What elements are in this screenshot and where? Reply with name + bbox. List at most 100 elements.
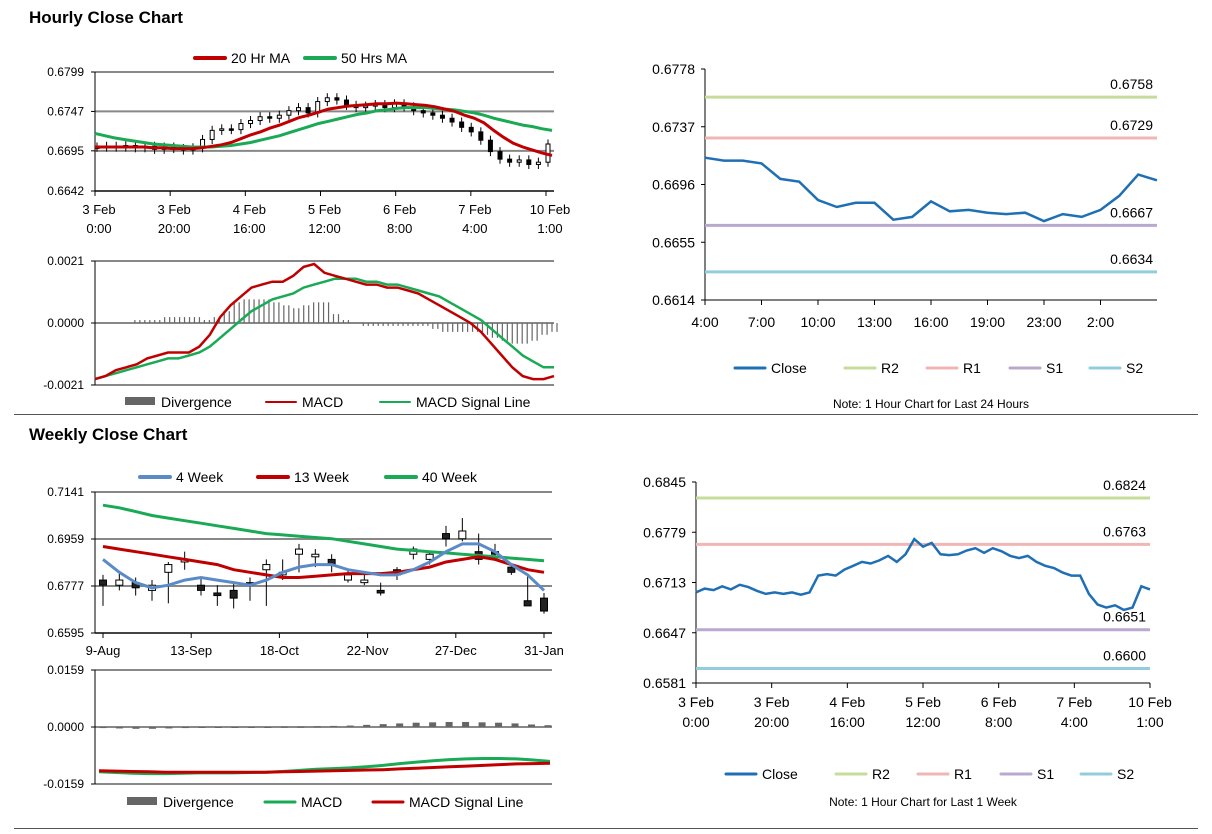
- hourly-24h-xtick-label: 10:00: [800, 314, 835, 330]
- hourly-24h-xtick-label: 7:00: [748, 314, 775, 330]
- hourly-24h-xtick-label: 23:00: [1026, 314, 1061, 330]
- weekly-ma4-line: [102, 542, 546, 592]
- weekly-price-xtick-label: 9-Aug: [86, 643, 121, 658]
- hourly-24h-ytick-label: 0.6778: [652, 61, 695, 77]
- weekly-1w-xtick-label: 1:00: [1136, 714, 1163, 730]
- weekly-macd-divergence-bar: [528, 724, 536, 727]
- hourly-candle-body: [487, 139, 493, 153]
- weekly-candle-body: [99, 579, 107, 586]
- hourly-24h-level-label-r1: 0.6729: [1110, 117, 1153, 133]
- weekly-price-ytick-label: 0.6777: [47, 579, 84, 593]
- hourly-candle-body: [439, 114, 445, 119]
- hourly-candle-body: [228, 128, 234, 131]
- weekly-candle-body: [523, 600, 532, 607]
- hourly-24h-level-label-s1: 0.6667: [1110, 204, 1153, 220]
- hourly-24h-close-line: [704, 156, 1158, 223]
- weekly-price-xtick-label: 22-Nov: [347, 643, 389, 658]
- weekly-1w-xtick-label: 16:00: [830, 714, 865, 730]
- weekly-candle-body: [164, 564, 173, 573]
- hourly-price-xtick-label: 6 Feb: [383, 202, 416, 217]
- legend-hourly-divergence-label: Divergence: [161, 394, 232, 410]
- legend-4-week-label: 4 Week: [176, 469, 224, 485]
- weekly-macd-divergence-bar: [313, 726, 321, 728]
- weekly-macd-divergence-bar: [396, 723, 404, 727]
- hourly-candle-body: [248, 120, 254, 125]
- weekly-candle-body: [197, 584, 205, 591]
- weekly-macd-divergence-bar: [214, 727, 222, 728]
- weekly-1w-close-line: [695, 537, 1151, 612]
- hourly-candle-body: [420, 110, 426, 114]
- hourly-24h-ytick-label: 0.6614: [652, 292, 695, 308]
- weekly-1w-legend-close-label: Close: [762, 766, 798, 782]
- hourly-candle-body: [286, 110, 292, 116]
- weekly-macd-divergence-bar: [181, 727, 189, 729]
- hourly-candle-body: [276, 114, 282, 119]
- hourly-price-xtick-label: 3 Feb: [158, 202, 191, 217]
- hourly-candle-body: [459, 121, 465, 128]
- weekly-price-xtick-label: 27-Dec: [435, 643, 477, 658]
- weekly-section-title: Weekly Close Chart: [29, 425, 188, 444]
- weekly-1w-legend-s2-label: S2: [1117, 766, 1134, 782]
- weekly-candle-body: [229, 589, 238, 599]
- weekly-1w-xtick-label: 4:00: [1061, 714, 1088, 730]
- legend-hourly-signal-label: MACD Signal Line: [416, 394, 531, 410]
- hourly-candle-body: [468, 126, 474, 133]
- weekly-macd-divergence-bar: [231, 727, 239, 728]
- hourly-24h-level-label-r2: 0.6758: [1110, 76, 1153, 92]
- hourly-24h-legend-s2-label: S2: [1126, 360, 1143, 376]
- weekly-1w-xtick-label: 5 Feb: [905, 694, 941, 710]
- weekly-macd-divergence-bar: [478, 722, 486, 727]
- hourly-24h-xtick-label: 2:00: [1087, 314, 1114, 330]
- weekly-candle-body: [425, 553, 434, 560]
- legend-40-week-label: 40 Week: [422, 469, 478, 485]
- hourly-candle-body: [305, 107, 311, 114]
- hourly-24h-level-label-s2: 0.6634: [1110, 251, 1153, 267]
- hourly-ma50-line: [94, 106, 553, 149]
- weekly-1w-xtick-label: 4 Feb: [829, 694, 865, 710]
- weekly-macd-divergence-bar: [165, 727, 173, 729]
- weekly-candle-body: [295, 548, 303, 555]
- weekly-macd-divergence-bar: [495, 722, 503, 727]
- hourly-candle-body: [267, 116, 273, 119]
- hourly-price-xtick-label: 7 Feb: [458, 202, 491, 217]
- weekly-1w-note: Note: 1 Hour Chart for Last 1 Week: [829, 795, 1018, 809]
- hourly-candle-body: [238, 123, 244, 131]
- hourly-macd-signal-line: [94, 277, 554, 381]
- weekly-candle-body: [344, 574, 352, 581]
- hourly-candle-body: [535, 161, 541, 165]
- weekly-candle-body: [213, 592, 222, 597]
- hourly-price-xtick-label: 16:00: [233, 221, 266, 236]
- weekly-1w-ytick-label: 0.6779: [643, 524, 686, 540]
- hourly-price-xtick-label: 10 Feb: [530, 202, 570, 217]
- weekly-macd-ytick-label: 0.0000: [47, 720, 84, 734]
- hourly-price-xtick-label: 12:00: [308, 221, 341, 236]
- weekly-macd-divergence-bar: [429, 722, 437, 727]
- hourly-price-xtick-label: 1:00: [537, 221, 562, 236]
- weekly-macd-divergence-bar: [99, 727, 107, 729]
- hourly-24h-xtick-label: 19:00: [970, 314, 1005, 330]
- weekly-macd-divergence-bar: [247, 727, 255, 728]
- weekly-1w-xtick-label: 0:00: [682, 714, 709, 730]
- hourly-price-xtick-label: 3 Feb: [82, 202, 115, 217]
- hourly-macd-line: [94, 262, 555, 381]
- weekly-macd-divergence-bar: [297, 726, 305, 728]
- weekly-macd-ytick-label: 0.0159: [47, 663, 84, 677]
- hourly-section-title: Hourly Close Chart: [29, 8, 183, 27]
- hourly-candle-body: [449, 117, 455, 123]
- weekly-macd-divergence-bar: [330, 725, 338, 727]
- weekly-1w-xtick-label: 7 Feb: [1056, 694, 1092, 710]
- weekly-macd-signal-line: [98, 761, 551, 774]
- hourly-candle-body: [296, 107, 302, 112]
- weekly-1w-legend-r2-label: R2: [872, 766, 890, 782]
- hourly-24h-xtick-label: 16:00: [913, 314, 948, 330]
- weekly-1w-xtick-label: 12:00: [905, 714, 940, 730]
- hourly-price-xtick-label: 5 Feb: [308, 202, 341, 217]
- hourly-candle-body: [497, 151, 503, 160]
- weekly-1w-level-label-s1: 0.6651: [1103, 609, 1146, 625]
- hourly-24h-legend-r2-label: R2: [881, 360, 899, 376]
- hourly-price-ytick-label: 0.6642: [47, 184, 84, 198]
- weekly-candle-body: [115, 579, 124, 586]
- hourly-candle-body: [516, 159, 522, 163]
- weekly-1w-xtick-label: 3 Feb: [754, 694, 790, 710]
